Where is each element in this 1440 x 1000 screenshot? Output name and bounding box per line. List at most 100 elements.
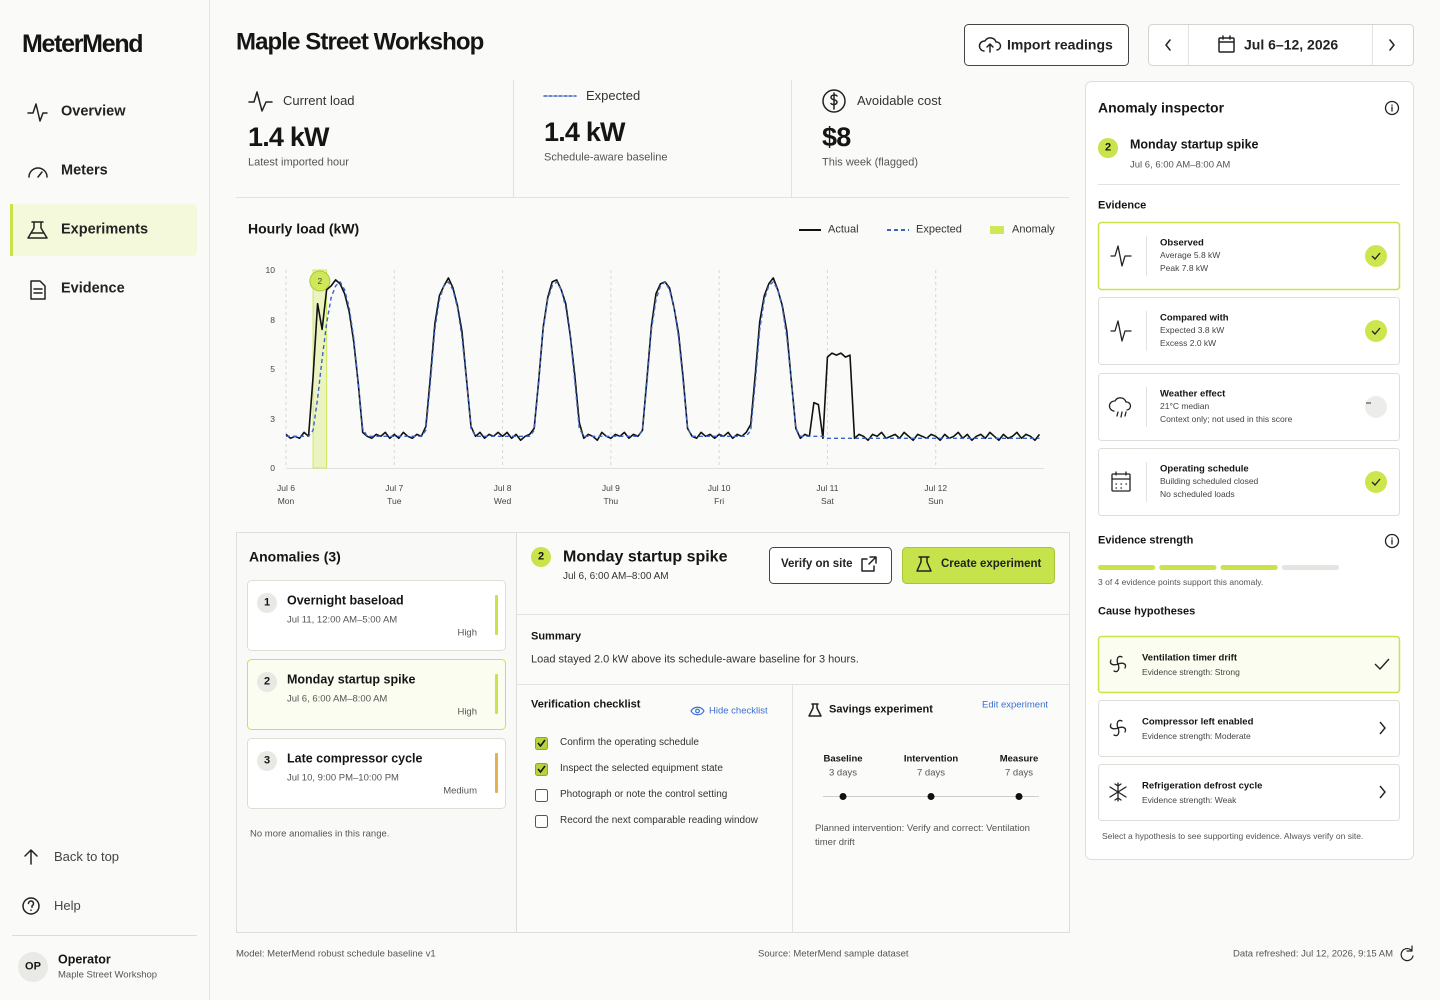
phase-dot: [839, 793, 847, 800]
hypothesis-strength: Evidence strength: Moderate: [1142, 730, 1251, 741]
x-tick-day: Mon: [277, 495, 295, 506]
checkmark: [537, 739, 546, 748]
anomaly-time: Jul 10, 9:00 PM–10:00 PM: [287, 772, 399, 784]
evidence-card[interactable]: [1098, 373, 1400, 441]
evidence-card[interactable]: [1098, 297, 1400, 365]
kpi-value: 1.4 kW: [544, 116, 626, 147]
checkbox[interactable]: [535, 789, 548, 802]
evidence-title: Weather effect: [1160, 388, 1226, 400]
anomaly-card[interactable]: [247, 738, 506, 809]
help[interactable]: Help: [54, 898, 81, 914]
user-name: Operator: [58, 952, 111, 967]
hypothesis-title[interactable]: Ventilation timer drift: [1142, 652, 1238, 664]
anomaly-marker: [309, 270, 331, 292]
anomaly-title: Monday startup spike: [287, 672, 416, 687]
x-tick-day: Fri: [714, 495, 725, 506]
kpi-label: Expected: [586, 88, 641, 104]
x-tick-day: Tue: [387, 495, 402, 506]
panel-icon: [1400, 945, 1414, 962]
evidence-line: Building scheduled closed: [1160, 475, 1259, 486]
checkbox[interactable]: [535, 815, 548, 828]
hypothesis-strength: Evidence strength: Weak: [1142, 794, 1237, 805]
legend-label: Expected: [916, 223, 962, 236]
panel-icon: [861, 556, 877, 572]
create-button[interactable]: [902, 547, 1055, 584]
detail-number: 2: [537, 550, 545, 563]
experiment-note: Planned intervention: Verify and correct…: [815, 823, 1030, 848]
panel-icon: [695, 708, 700, 714]
hypothesis-chevron: [1379, 785, 1386, 799]
anomaly-card[interactable]: [247, 580, 506, 651]
phase-dot: [1015, 793, 1023, 800]
evidence-card[interactable]: [1097, 221, 1401, 291]
checklist-item[interactable]: Confirm the operating schedule: [560, 737, 699, 748]
import-button[interactable]: [964, 24, 1129, 66]
evidence-status: [1365, 471, 1387, 493]
hypothesis-card[interactable]: [1098, 764, 1400, 821]
create-label[interactable]: Create experiment: [941, 558, 1042, 571]
evidence-title: Operating schedule: [1160, 463, 1249, 475]
evidence-line: 21°C median: [1160, 400, 1210, 411]
checklist-item[interactable]: Inspect the selected equipment state: [560, 763, 723, 774]
experiment-heading: Savings experiment: [829, 703, 933, 716]
kpi-value: $8: [822, 121, 851, 152]
experiment-edit[interactable]: Edit experiment: [981, 699, 1048, 711]
y-tick-label: 8: [270, 314, 275, 325]
hypothesis-title[interactable]: Refrigeration defrost cycle: [1142, 780, 1263, 792]
kpi-icon: [248, 89, 846, 113]
evidence-card[interactable]: [1098, 448, 1400, 516]
avatar-initials: OP: [25, 960, 41, 973]
anomaly-band: [312, 269, 328, 469]
verify-button[interactable]: [769, 547, 892, 584]
kpi-note: This week (flagged): [822, 156, 918, 169]
user-site: Maple Street Workshop: [58, 969, 158, 981]
nav-item[interactable]: Overview: [61, 103, 126, 120]
strength-segment: [1098, 565, 1156, 570]
phase-dot: [927, 793, 935, 800]
checklist-item[interactable]: Record the next comparable reading windo…: [560, 815, 758, 826]
summary-heading: Summary: [531, 630, 582, 643]
date-range[interactable]: [1148, 24, 1414, 66]
checklist-toggle[interactable]: Hide checklist: [709, 705, 768, 717]
hypothesis-card[interactable]: [1098, 700, 1400, 757]
date-range-label[interactable]: Jul 6–12, 2026: [1244, 36, 1339, 53]
anomaly-number-badge: [257, 593, 277, 613]
kpi-icon: [822, 89, 846, 113]
nav-icon: [30, 280, 46, 300]
hypothesis-chevron: [1379, 721, 1386, 735]
anomaly-card[interactable]: [247, 659, 506, 730]
verify-label[interactable]: Verify on site: [781, 558, 853, 571]
phase-duration: 7 days: [1005, 767, 1033, 779]
back-to-top[interactable]: Back to top: [54, 849, 120, 865]
evidence-status: [1365, 245, 1387, 267]
strength-segment: [1220, 565, 1278, 570]
evidence-line: No scheduled loads: [1160, 488, 1235, 499]
checklist-item[interactable]: Photograph or note the control setting: [560, 789, 728, 800]
inspector-icon: [1109, 782, 1127, 802]
severity-bar: [495, 753, 498, 793]
anomaly-number-badge: [257, 672, 277, 692]
hypothesis-title[interactable]: Compressor left enabled: [1142, 716, 1254, 728]
evidence-line: Average 5.8 kW: [1160, 249, 1221, 260]
phase-duration: 3 days: [829, 767, 857, 779]
phase-duration: 7 days: [917, 767, 945, 779]
evidence-status-check: [1371, 252, 1381, 260]
footer-model: Model: MeterMend robust schedule baselin…: [236, 948, 436, 960]
anomaly-number: 3: [263, 754, 271, 767]
severity-bar: [495, 595, 498, 635]
strength-text: 3 of 4 evidence points support this anom…: [1098, 576, 1264, 587]
inspector-icon: [1111, 471, 1131, 489]
inspector-icon: [1109, 655, 1127, 673]
nav-item[interactable]: Experiments: [61, 221, 149, 238]
nav-icon: [22, 897, 40, 915]
nav-item[interactable]: Evidence: [61, 280, 125, 297]
brand: MeterMend: [22, 30, 144, 58]
hypothesis-card[interactable]: [1097, 635, 1401, 694]
header-icon: [1165, 39, 1395, 51]
evidence-line: Expected 3.8 kW: [1160, 324, 1225, 335]
nav-item[interactable]: Meters: [61, 162, 108, 179]
y-tick-label: 0: [270, 462, 275, 473]
import-label[interactable]: Import readings: [1007, 36, 1113, 53]
nav-active-bar: [10, 204, 13, 256]
x-tick-day: Thu: [603, 495, 619, 506]
